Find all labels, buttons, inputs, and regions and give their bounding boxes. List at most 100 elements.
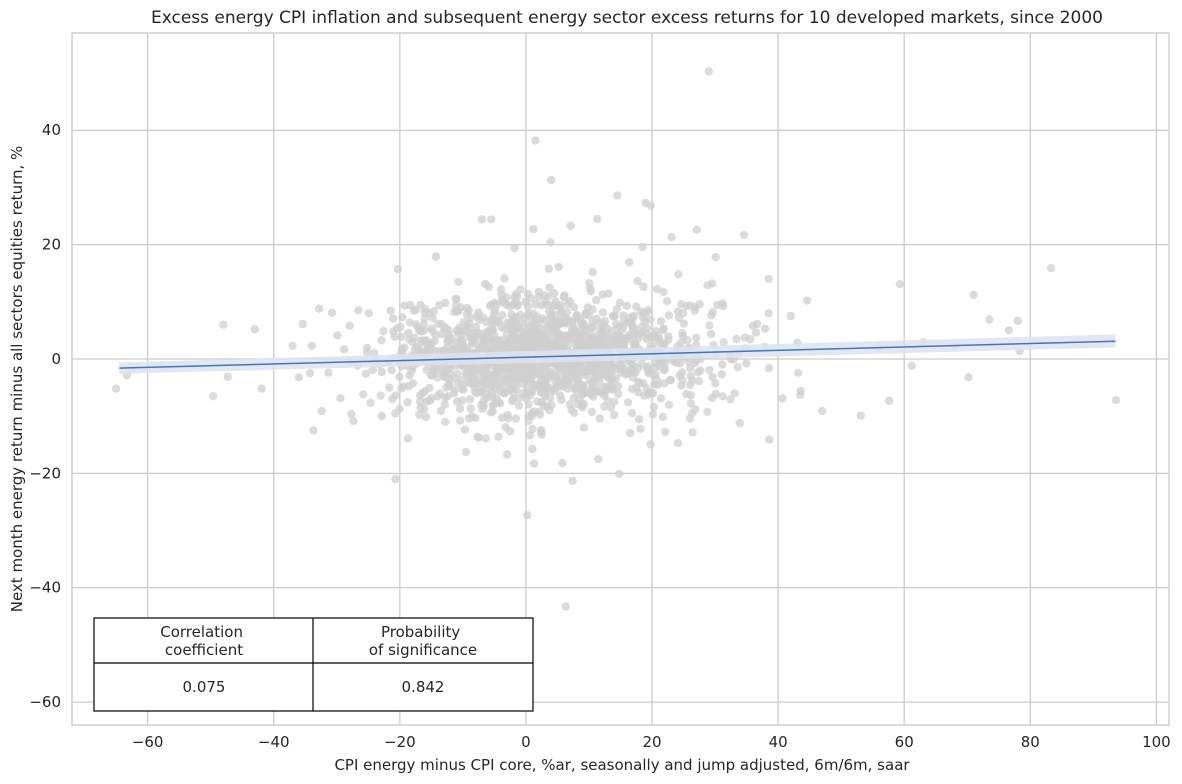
data-point [587,407,597,417]
data-point [403,398,412,407]
data-point [314,304,324,313]
data-point [288,341,297,350]
data-point [688,428,697,437]
data-point [574,367,583,376]
data-point [505,385,515,394]
data-point [523,510,532,520]
data-point [564,299,573,309]
data-point [796,386,805,396]
data-point [760,324,770,333]
data-point [524,400,533,409]
data-point [856,411,865,420]
data-point [339,345,349,354]
chart-title: Excess energy CPI inflation and subseque… [151,8,1103,28]
data-point [666,375,675,385]
data-point [474,433,484,442]
data-point [377,336,386,345]
data-point [529,459,539,468]
data-point [509,327,518,336]
data-point [397,384,406,393]
y-tick-label: −40 [29,579,61,597]
data-point [393,265,403,274]
data-point [617,363,626,372]
data-point [615,469,624,479]
data-point [579,399,589,409]
data-point [498,295,507,305]
data-point [390,332,400,341]
data-point [522,331,531,341]
data-point [537,301,547,310]
data-point [711,379,720,388]
data-point [600,370,609,379]
data-point [613,323,623,332]
data-point [569,372,578,382]
data-point [704,67,713,76]
data-point [456,327,466,337]
data-point [646,201,655,210]
data-point [739,230,749,240]
x-tick-label: 20 [642,733,661,751]
data-point [502,450,512,459]
data-point [345,321,354,330]
data-point [711,253,720,262]
data-point [479,344,488,354]
data-point [679,319,689,328]
data-point [526,374,535,383]
data-point [391,409,400,418]
table-header-probability-line2: of significance [369,641,477,659]
table-value-probability: 0.842 [402,678,445,696]
data-point [648,388,658,398]
data-point [490,375,500,384]
data-point [424,341,434,350]
data-point [511,290,520,299]
data-point [566,221,575,230]
data-point [531,314,540,323]
data-point [476,369,485,378]
data-point [523,311,533,320]
data-point [510,243,519,253]
data-point [403,434,413,443]
data-point [453,337,462,347]
data-point [219,320,228,329]
data-point [1046,263,1056,273]
data-point [431,330,440,339]
data-point [635,415,644,424]
data-point [386,306,395,315]
data-point [572,310,581,320]
data-point [441,417,450,427]
data-point [500,274,509,283]
data-point [421,412,431,422]
data-point [635,329,644,339]
data-point [362,343,372,353]
data-point [525,431,535,440]
data-point [694,376,704,386]
data-point [462,370,471,380]
data-point [532,382,542,391]
data-point [472,388,481,398]
data-point [441,298,450,308]
data-point [459,385,468,394]
data-point [481,434,490,443]
data-point [294,373,303,382]
data-point [305,369,315,378]
data-point [588,305,597,314]
data-point [451,294,460,303]
data-point [658,325,668,335]
data-point [649,402,659,412]
data-point [309,426,318,435]
data-point [505,427,515,436]
data-point [364,309,374,318]
data-point [498,413,507,422]
data-point [497,311,507,320]
y-tick-labels: −60 −40 −20 0 20 40 [29,121,61,711]
data-point [571,383,580,393]
data-point [504,414,513,423]
data-point [652,376,662,385]
x-tick-label: 40 [769,733,788,751]
data-point [748,321,758,330]
data-point [368,365,377,375]
data-point [735,418,744,428]
data-point [531,300,540,309]
data-point [614,382,623,391]
data-point [1111,396,1121,405]
